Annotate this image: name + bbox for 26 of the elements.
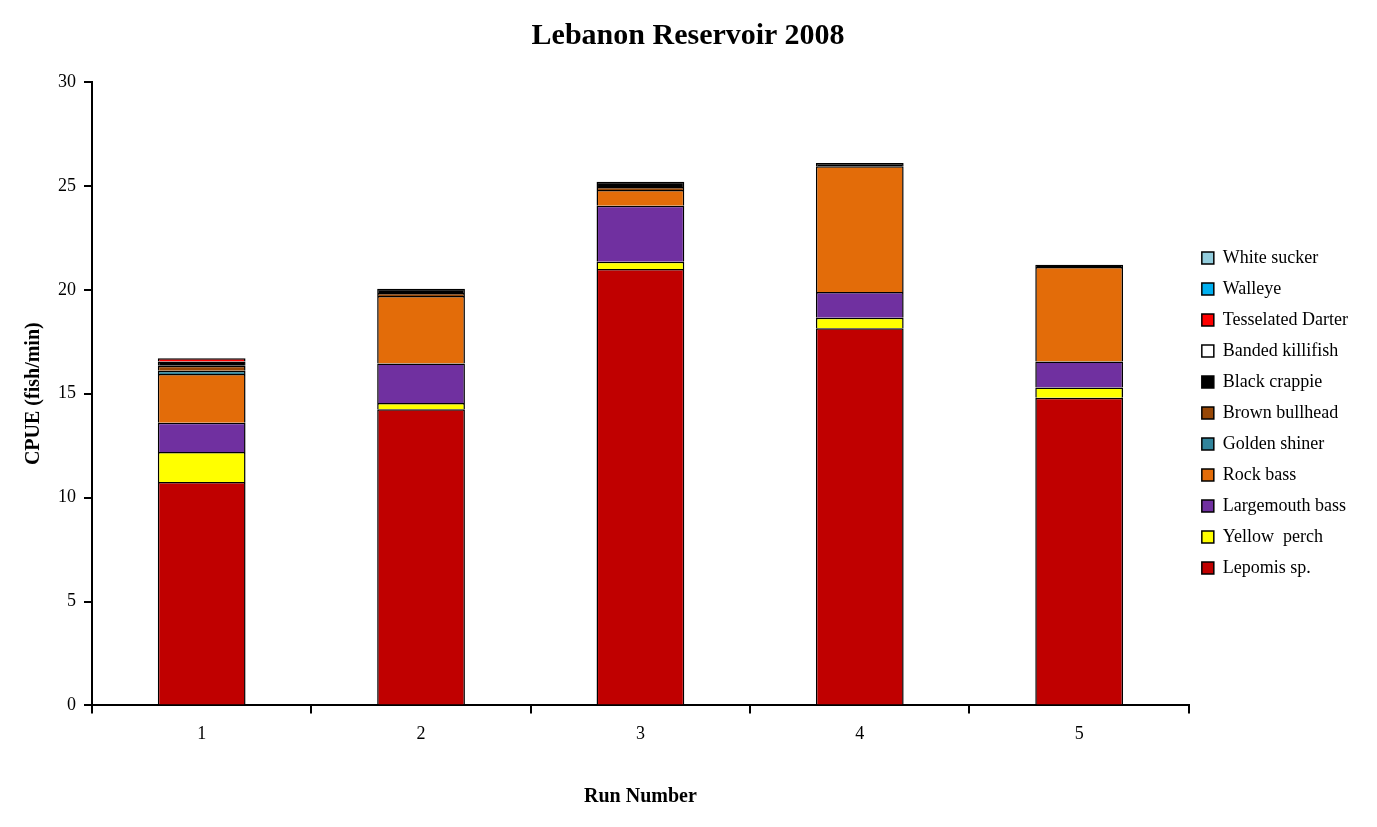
y-tick-label: 20 <box>58 278 76 299</box>
legend-label: Black crappie <box>1222 370 1323 391</box>
y-axis-title: CPUE (fish/min) <box>21 322 45 466</box>
legend-label: Banded killifish <box>1222 339 1339 360</box>
y-tick-label: 10 <box>58 486 76 507</box>
chart-title: Lebanon Reservoir 2008 <box>531 16 845 50</box>
legend-label: Lepomis sp. <box>1222 556 1311 577</box>
x-axis-title: Run Number <box>584 784 697 807</box>
legend-label: Tesselated Darter <box>1222 308 1349 329</box>
legend-label: Largemouth bass <box>1222 494 1346 515</box>
legend-label: Rock bass <box>1222 463 1297 484</box>
x-tick-label: 5 <box>1074 722 1084 743</box>
legend-label: Brown bullhead <box>1222 401 1339 422</box>
legend-label: Yellow perch <box>1222 525 1323 546</box>
y-tick-label: 25 <box>58 174 76 195</box>
x-tick-label: 3 <box>635 722 645 743</box>
x-tick-label: 1 <box>197 722 207 743</box>
x-tick-label: 2 <box>416 722 426 743</box>
legend-label: White sucker <box>1222 246 1319 267</box>
y-tick-label: 15 <box>58 382 76 403</box>
y-tick-label: 30 <box>58 70 76 91</box>
y-tick-label: 0 <box>67 694 76 715</box>
x-tick-label: 4 <box>855 722 865 743</box>
legend-label: Golden shiner <box>1222 432 1325 453</box>
y-tick-label: 5 <box>67 590 76 611</box>
legend-label: Walleye <box>1222 277 1282 298</box>
